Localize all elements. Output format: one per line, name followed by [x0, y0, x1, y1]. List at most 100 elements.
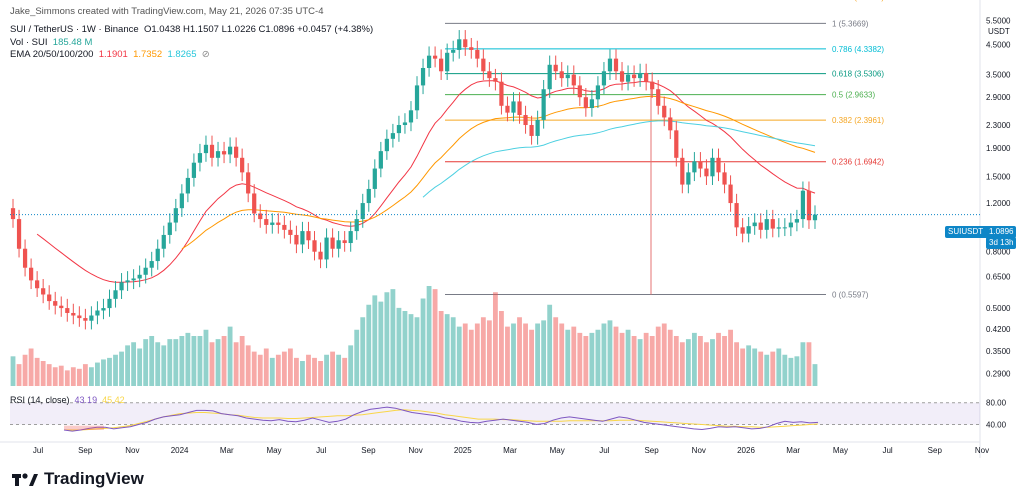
rsi-axis-tick: 80.00: [986, 399, 1007, 408]
volume-bar: [161, 345, 167, 386]
candle-body: [306, 231, 311, 241]
volume-bar: [95, 362, 100, 386]
rsi-line: [63, 406, 819, 432]
volume-bar: [685, 339, 691, 386]
volume-bar: [125, 345, 130, 386]
candle-body: [28, 267, 34, 281]
volume-bar: [215, 339, 221, 386]
rsi-label[interactable]: RSI (14, close): [10, 395, 70, 405]
volume-bar: [390, 289, 396, 386]
time-axis-tick: Sep: [928, 446, 943, 455]
volume-bar: [209, 342, 215, 386]
volume-bar: [547, 304, 553, 386]
volume-bar: [396, 307, 402, 386]
candle-body: [493, 78, 498, 82]
volume-bar: [281, 351, 287, 386]
volume-bar: [704, 342, 709, 386]
candle-body: [722, 172, 727, 185]
candle-body: [234, 146, 239, 158]
candle-body: [517, 101, 522, 116]
volume-bar: [76, 368, 82, 386]
volume-bar: [583, 336, 589, 386]
candle-body: [469, 47, 474, 50]
volume-bar: [245, 345, 251, 386]
candle-body: [806, 190, 812, 221]
volume-bar: [155, 342, 161, 386]
candle-body: [107, 298, 112, 309]
ema-label[interactable]: EMA 20/50/100/200: [10, 49, 94, 60]
tradingview-logo[interactable]: TradingView: [12, 469, 144, 489]
symbol-name[interactable]: SUI / TetherUS · 1W · Binance: [10, 24, 139, 35]
volume-bar: [740, 348, 746, 386]
volume-bar: [300, 361, 305, 386]
time-axis-tick: Mar: [503, 446, 517, 455]
volume-bar: [420, 298, 426, 386]
candle-body: [595, 85, 601, 100]
candle-body: [22, 248, 28, 268]
volume-bar: [480, 317, 486, 386]
volume-bar: [426, 286, 432, 386]
candle-body: [788, 222, 793, 228]
volume-bar: [185, 332, 191, 386]
volume-bar: [40, 361, 46, 386]
volume-bar: [269, 357, 275, 386]
volume-bar: [227, 326, 233, 386]
price-axis-currency: USDT: [988, 27, 1010, 36]
ema-20-value: 1.1901: [98, 49, 128, 60]
candle-body: [601, 71, 607, 86]
candle-body: [131, 278, 136, 281]
candle-body: [35, 280, 40, 289]
candle-body: [390, 133, 396, 139]
candle-body: [686, 172, 691, 185]
fib-level-label: 0.786 (4.3382): [832, 45, 884, 54]
volume-bar: [197, 336, 203, 386]
candle-body: [330, 237, 335, 249]
time-axis-tick: Jul: [599, 446, 609, 455]
time-axis-tick: May: [833, 446, 848, 455]
candle-body: [59, 305, 64, 309]
candle-body: [812, 214, 818, 221]
volume-bar: [275, 354, 281, 386]
candle-body: [125, 280, 130, 283]
tradingview-logo-icon: [12, 473, 38, 486]
candle-body: [372, 168, 377, 189]
volume-bar: [776, 348, 782, 386]
candle-body: [746, 226, 751, 234]
candle-body: [312, 240, 317, 252]
candle-body: [740, 227, 745, 234]
fib-level-label: 0.236 (1.6942): [832, 158, 884, 167]
candle-body: [553, 64, 558, 72]
candle-body: [752, 222, 757, 227]
candle-body: [149, 261, 154, 268]
volume-bar: [492, 292, 498, 386]
candle-body: [794, 219, 800, 223]
candle-body: [264, 219, 269, 225]
candle-body: [505, 105, 510, 113]
time-axis-tick: Nov: [408, 446, 422, 455]
volume-label[interactable]: Vol · SUI: [10, 37, 48, 48]
candle-body: [294, 234, 299, 245]
volume-bar: [203, 329, 209, 386]
volume-bar: [52, 367, 58, 386]
candle-body: [414, 85, 420, 111]
candle-body: [384, 138, 389, 152]
volume-bar: [233, 342, 239, 386]
volume-bar: [499, 311, 504, 386]
volume-bar: [523, 323, 528, 386]
candle-body: [10, 208, 16, 220]
volume-bar: [131, 342, 137, 386]
volume-bar: [613, 326, 619, 386]
price-axis-tick: 0.3500: [986, 347, 1011, 356]
candle-body: [704, 168, 709, 177]
candle-body: [680, 157, 685, 185]
volume-bar: [571, 326, 577, 386]
time-axis-tick: Jul: [316, 446, 326, 455]
candle-body: [288, 229, 293, 235]
volume-bar: [631, 336, 637, 386]
candle-body: [710, 157, 715, 177]
visibility-icon[interactable]: ⊘: [201, 49, 210, 60]
brand-name: TradingView: [44, 469, 144, 488]
volume-bar: [782, 354, 788, 386]
candle-body: [728, 184, 733, 204]
